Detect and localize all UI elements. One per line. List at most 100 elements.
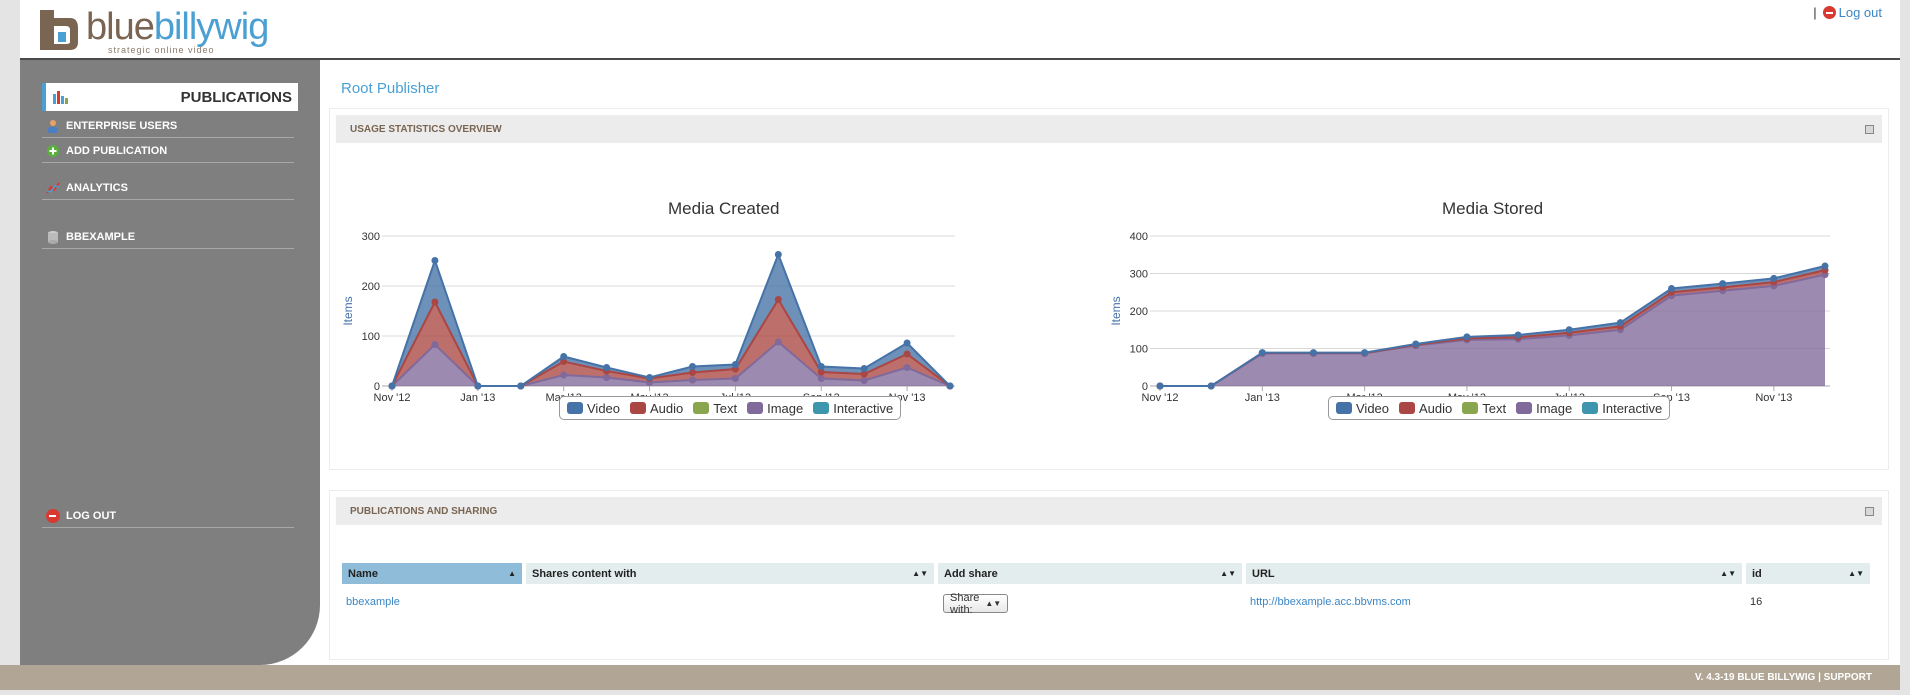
legend-label: Interactive [1602, 400, 1663, 416]
collapse-icon[interactable] [1865, 506, 1874, 516]
column-header-name[interactable]: Name ▲ [342, 563, 522, 584]
sort-icon: ▲▼ [1220, 569, 1236, 578]
y-tick-label: 0 [374, 381, 380, 393]
logo-wordmark: bluebillywig [86, 6, 269, 48]
legend-item-audio[interactable]: Audio [630, 401, 683, 416]
separator: | [1813, 5, 1817, 20]
logo-word-blue: blue [86, 6, 155, 48]
column-header-id[interactable]: id ▲▼ [1746, 563, 1870, 584]
point-video [860, 365, 868, 372]
area-audio [392, 299, 950, 386]
legend-swatch [1462, 402, 1479, 414]
legend-item-text[interactable]: Text [1462, 401, 1506, 416]
column-header-shares[interactable]: Shares content with ▲▼ [526, 563, 934, 584]
header: bluebillywig strategic online video | Lo… [20, 0, 1900, 60]
logout-icon [1822, 6, 1836, 19]
point-image [860, 377, 868, 384]
legend-swatch [1399, 402, 1416, 414]
legend-item-video[interactable]: Video [567, 401, 620, 416]
collapse-icon[interactable] [1865, 124, 1874, 134]
legend-swatch [1582, 402, 1599, 414]
chart-title-media-stored: Media Stored [1442, 199, 1544, 218]
point-video [646, 374, 654, 381]
point-video [1258, 349, 1266, 357]
point-video [1463, 333, 1471, 341]
legend-label: Text [713, 400, 738, 416]
legend-item-image[interactable]: Image [1516, 401, 1572, 416]
point-video [774, 251, 782, 258]
y-axis-label: Items [1109, 296, 1123, 325]
y-tick-label: 200 [362, 281, 380, 293]
point-video [1668, 285, 1676, 292]
point-video [903, 339, 911, 347]
select-value: Share with: [950, 591, 980, 616]
sidebar-item-add-publication[interactable]: Add Publication [42, 139, 294, 163]
y-tick-label: 200 [1130, 306, 1148, 318]
publications-sharing-panel: Publications and sharing Name ▲ Shares co… [329, 490, 1889, 660]
point-image [603, 374, 611, 381]
sidebar-item-enterprise-users[interactable]: Enterprise Users [42, 114, 294, 138]
bar-chart-icon [53, 91, 68, 104]
legend-swatch [747, 402, 764, 414]
legend-item-interactive[interactable]: Interactive [813, 401, 893, 416]
select-arrows-icon: ▲▼ [985, 599, 1002, 608]
y-axis-label: Items [341, 296, 355, 325]
sort-icon: ▲▼ [1720, 569, 1736, 578]
point-image [688, 376, 696, 384]
share-with-select[interactable]: Share with: ▲▼ [943, 591, 1009, 616]
point-image [903, 364, 911, 371]
point-video [1821, 262, 1829, 270]
sort-asc-icon: ▲ [508, 569, 516, 578]
cell-name[interactable]: bbexample [346, 596, 400, 608]
line-chart-icon [46, 181, 60, 194]
legend-item-audio[interactable]: Audio [1399, 401, 1452, 416]
footer-text[interactable]: v. 4.3-19 Blue Billywig | Support [1694, 672, 1872, 683]
sidebar-item-bbexample[interactable]: BBEXAMPLE [42, 225, 294, 249]
sharing-panel-title: Publications and sharing [350, 505, 498, 517]
main-content: Root Publisher Usage Statistics Overview… [320, 60, 1900, 665]
point-video [688, 363, 696, 370]
legend-label: Text [1482, 400, 1507, 416]
cell-url[interactable]: http://bbexample.acc.bbvms.com [1250, 596, 1411, 608]
legend-label: Audio [650, 400, 684, 416]
line-video [391, 251, 951, 387]
point-video [1361, 349, 1369, 357]
sidebar-item-label: Enterprise Users [66, 119, 178, 132]
y-tick-label: 0 [1142, 381, 1148, 393]
point-video [731, 361, 739, 368]
database-icon [48, 230, 58, 244]
logout-link-top[interactable]: | Log out [1813, 5, 1882, 20]
point-video [431, 257, 439, 264]
legend-item-text[interactable]: Text [693, 401, 737, 416]
column-header-url[interactable]: URL ▲▼ [1246, 563, 1742, 584]
sidebar-item-analytics[interactable]: Analytics [42, 176, 294, 200]
legend-item-image[interactable]: Image [747, 401, 803, 416]
point-video [388, 382, 396, 390]
legend-label: Image [1536, 400, 1573, 416]
point-video [1719, 280, 1727, 288]
legend-item-video[interactable]: Video [1336, 401, 1389, 416]
footer: v. 4.3-19 Blue Billywig | Support [0, 665, 1900, 690]
point-audio [860, 370, 868, 378]
breadcrumb[interactable]: Root Publisher [341, 80, 440, 97]
legend-label: Image [767, 400, 804, 416]
x-tick-label: Jan '13 [1245, 392, 1280, 404]
column-header-add-share[interactable]: Add share ▲▼ [938, 563, 1242, 584]
logo[interactable]: bluebillywig strategic online video [40, 8, 280, 56]
area-image [392, 342, 950, 386]
point-video [1565, 326, 1573, 334]
column-header-label: Shares content with [532, 567, 637, 580]
point-video [1309, 349, 1317, 357]
sidebar-item-log-out[interactable]: Log out [42, 504, 294, 528]
legend-item-interactive[interactable]: Interactive [1582, 401, 1662, 416]
legend-swatch [1516, 402, 1533, 414]
logout-label[interactable]: Log out [1838, 5, 1882, 20]
plus-circle-icon [47, 144, 59, 157]
point-video [560, 353, 568, 360]
chart-title-media-created: Media Created [668, 199, 780, 218]
legend-swatch [813, 402, 830, 414]
point-video [1156, 382, 1164, 390]
sidebar-item-publications[interactable]: Publications [42, 83, 298, 111]
cell-id: 16 [1750, 596, 1763, 608]
